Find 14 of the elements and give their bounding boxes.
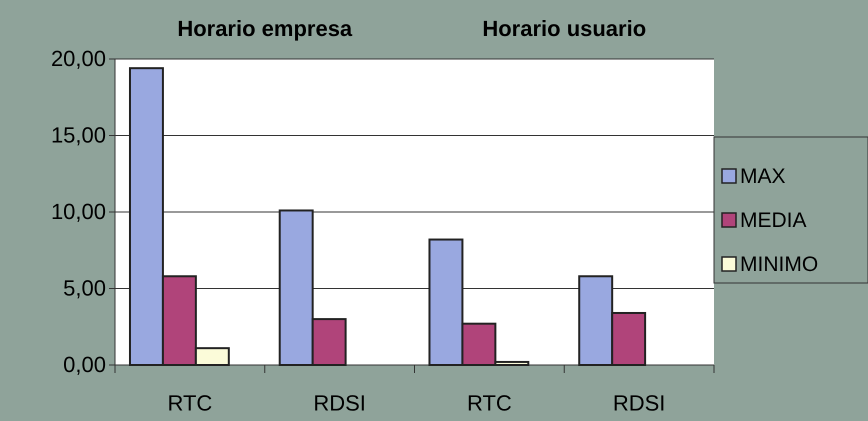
x-tick-label: RTC — [167, 390, 212, 416]
text: Horario empresa — [177, 16, 353, 41]
y-tick-label: 20,00 — [50, 46, 106, 72]
text: Horario usuario — [482, 16, 646, 41]
y-tick-label: 15,00 — [50, 122, 106, 148]
x-tick-label: RDSI — [612, 390, 666, 416]
legend-label: MAX — [740, 165, 786, 188]
y-tick-label: 0,00 — [63, 352, 106, 378]
legend-label: MINIMO — [740, 253, 818, 276]
y-tick-label: 5,00 — [63, 276, 106, 301]
y-tick-label: 10,00 — [50, 199, 106, 224]
legend-label: MEDIA — [740, 209, 807, 232]
x-tick-label: RTC — [466, 390, 512, 416]
x-tick-label: RDSI — [313, 390, 366, 416]
